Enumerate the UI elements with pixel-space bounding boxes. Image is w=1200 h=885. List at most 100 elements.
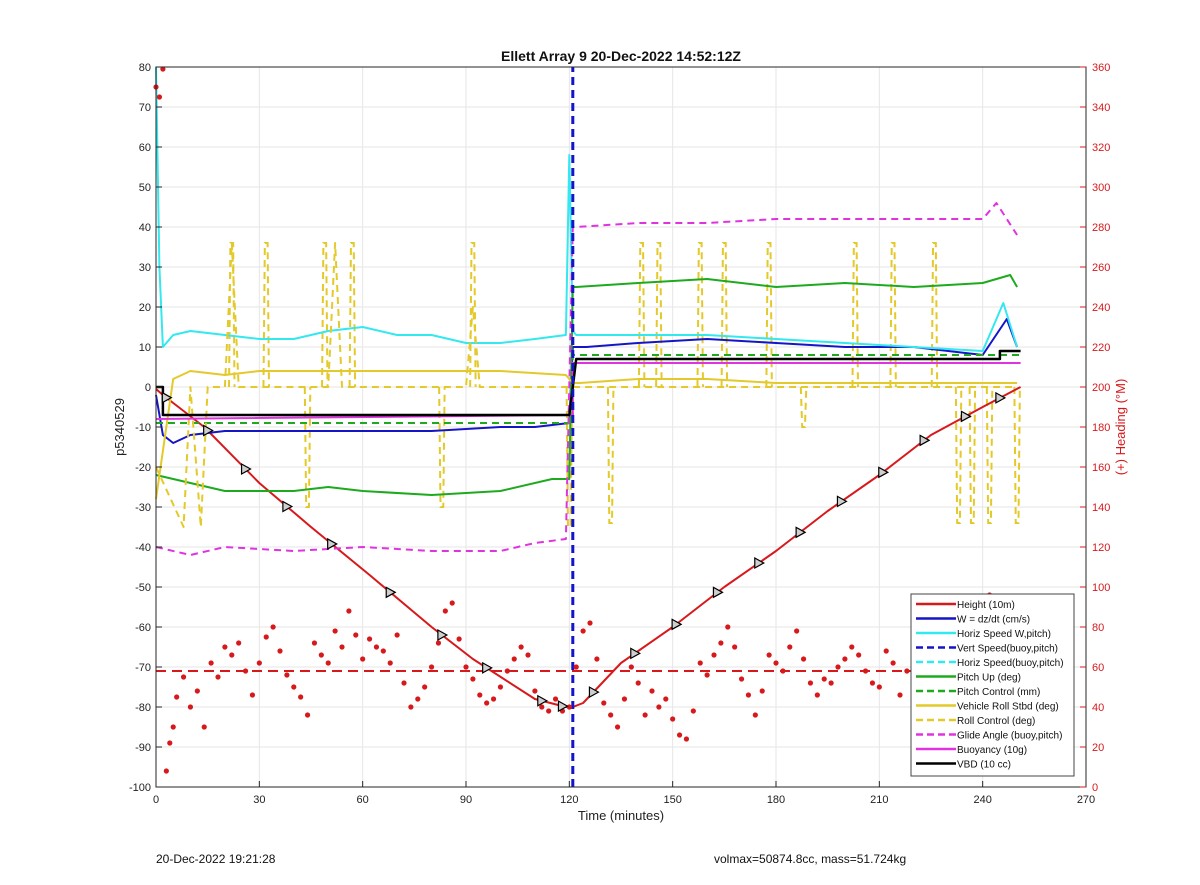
y2-tick-label: 240 — [1092, 302, 1110, 314]
heading-point — [353, 632, 359, 638]
heading-point — [373, 644, 380, 650]
height-marker — [960, 410, 972, 423]
heading-point — [718, 640, 724, 646]
heading-point — [704, 672, 710, 678]
y-tick-label: 50 — [139, 182, 151, 194]
roll-control-spike — [262, 242, 270, 388]
x-tick-label: 180 — [767, 794, 785, 806]
y2-tick-label: 340 — [1092, 102, 1110, 114]
legend-label: VBD (10 cc) — [957, 760, 1011, 771]
heading-point — [229, 652, 235, 658]
heading-point — [608, 712, 614, 718]
y2-tick-label: 200 — [1092, 382, 1110, 394]
heading-point — [408, 704, 414, 710]
heading-point — [442, 608, 448, 614]
heading-point — [883, 648, 889, 654]
heading-point — [304, 712, 311, 718]
y-tick-label: -40 — [135, 542, 151, 554]
height-marker — [385, 586, 397, 599]
series-roll-stbd — [155, 370, 1018, 500]
y2-tick-label: 100 — [1092, 582, 1110, 594]
x-axis-label: Time (minutes) — [578, 808, 664, 823]
heading-point — [201, 724, 207, 730]
heading-point — [174, 694, 180, 700]
heading-point — [787, 644, 793, 650]
height-marker — [754, 556, 766, 570]
heading-point — [215, 674, 221, 680]
heading-point — [511, 656, 517, 662]
y-tick-label: -50 — [135, 582, 151, 594]
heading-point — [773, 660, 779, 666]
heading-point — [759, 688, 765, 694]
footer-volmax-mass: volmax=50874.8cc, mass=51.724kg — [714, 852, 907, 866]
y-tick-label: 70 — [139, 102, 151, 114]
series-pitch-up — [155, 274, 1018, 496]
heading-point — [470, 676, 476, 682]
height-marker — [588, 686, 600, 699]
heading-point — [477, 692, 483, 698]
x-tick-label: 240 — [973, 794, 991, 806]
heading-point — [828, 680, 834, 686]
heading-point — [163, 768, 169, 774]
roll-control-spike — [930, 242, 939, 388]
heading-point — [256, 660, 262, 666]
y2-tick-label: 280 — [1092, 222, 1110, 234]
footer-timestamp: 20-Dec-2022 19:21:28 — [156, 852, 276, 866]
y2-tick-label: 160 — [1092, 462, 1110, 474]
heading-point — [270, 624, 276, 630]
heading-point — [263, 634, 269, 640]
heading-point — [794, 628, 800, 634]
heading-point — [518, 644, 524, 650]
height-marker — [203, 424, 214, 437]
y-tick-label: -80 — [135, 702, 151, 714]
roll-control-spike — [954, 386, 963, 524]
y-tick-label: -10 — [135, 422, 151, 434]
heading-point — [821, 676, 827, 682]
y-tick-label: -30 — [135, 502, 151, 514]
heading-point — [780, 668, 786, 674]
y2-tick-label: 260 — [1092, 262, 1110, 274]
y2-tick-label: 140 — [1092, 502, 1110, 514]
heading-point — [332, 628, 338, 634]
legend-label: Height (10m) — [957, 600, 1015, 611]
heading-point — [594, 656, 600, 662]
roll-control-spike — [765, 242, 773, 388]
roll-control-spike — [696, 242, 704, 388]
y-tick-label: -70 — [135, 662, 151, 674]
heading-point — [167, 740, 173, 746]
height-marker — [671, 618, 683, 631]
x-tick-label: 30 — [253, 794, 265, 806]
heading-point — [814, 692, 820, 698]
height-marker — [537, 694, 549, 707]
heading-point — [208, 660, 214, 666]
height-marker — [795, 526, 807, 539]
heading-point — [539, 704, 545, 710]
heading-point — [725, 624, 731, 630]
heading-point — [573, 664, 579, 670]
chart-title: Ellett Array 9 20-Dec-2022 14:52:12Z — [501, 48, 741, 64]
heading-point — [766, 652, 772, 658]
heading-point — [862, 668, 869, 674]
heading-point — [621, 696, 628, 702]
y2-tick-label: 80 — [1092, 622, 1104, 634]
legend-box — [910, 593, 1075, 777]
heading-point — [339, 644, 345, 650]
height-marker — [161, 391, 173, 404]
roll-control-spike — [655, 242, 663, 388]
y2-tick-label: 180 — [1092, 422, 1110, 434]
height-marker — [282, 500, 294, 513]
y-tick-label: -100 — [129, 782, 151, 794]
heading-point — [890, 660, 896, 666]
heading-point — [366, 636, 373, 642]
heading-point — [360, 656, 366, 662]
heading-point — [649, 688, 655, 694]
heading-point — [869, 680, 876, 686]
heading-point — [490, 696, 497, 702]
heading-point — [849, 644, 855, 650]
heading-point — [738, 676, 745, 682]
heading-point — [504, 668, 510, 674]
heading-point — [401, 680, 407, 686]
y2-axis-label: (+) Heading (°M) — [1113, 379, 1128, 476]
y2-tick-label: 20 — [1092, 742, 1104, 754]
heading-point — [745, 692, 752, 698]
